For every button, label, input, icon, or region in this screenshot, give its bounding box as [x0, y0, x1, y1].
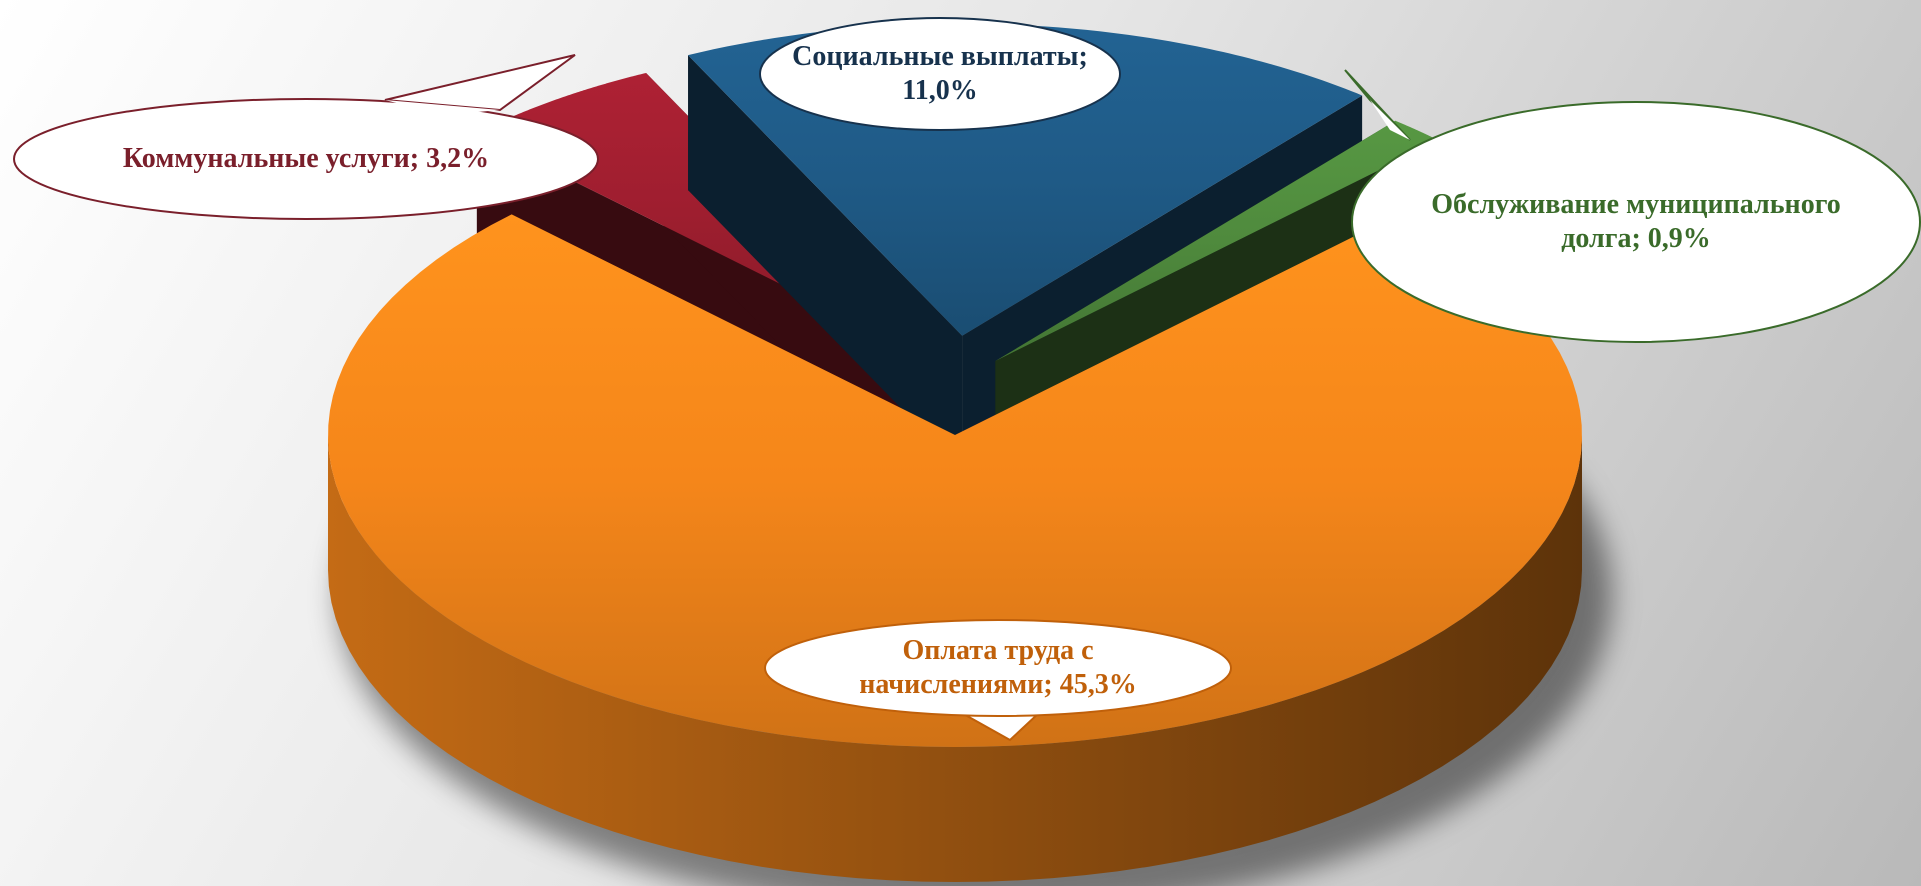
value-label: 11,0% — [902, 75, 978, 106]
slice-top — [328, 214, 1582, 747]
callout-bubble — [13, 98, 599, 220]
callout-tail-cover — [960, 702, 1040, 712]
callout-tail-cover — [1370, 100, 1410, 140]
callout-bubble — [1351, 101, 1921, 343]
data-label: Социальные выплаты; 11,0% — [790, 40, 1090, 108]
value-label: 45,3% — [1059, 669, 1137, 700]
callout-bubble — [759, 17, 1121, 131]
value-label: 3,2% — [426, 143, 490, 174]
category-label: Коммунальные услуги; — [122, 143, 420, 174]
data-label: Оплата труда с начислениями; 45,3% — [818, 634, 1178, 702]
data-label: Коммунальные услуги; 3,2% — [106, 142, 506, 176]
data-label: Обслуживание муниципального долга; 0,9% — [1426, 188, 1846, 256]
slice-wall — [688, 55, 963, 471]
callout-bubble — [764, 619, 1232, 717]
value-label: 0,9% — [1647, 223, 1711, 254]
callout-tail — [384, 54, 576, 112]
slice-top — [995, 120, 1439, 362]
callout-tail-cover — [385, 100, 500, 115]
slice-side — [328, 435, 1582, 882]
category-label: Оплата труда с начислениями; — [859, 635, 1094, 700]
category-label: Социальные выплаты; — [792, 41, 1088, 72]
slice — [328, 214, 1582, 882]
category-label: Обслуживание муниципального долга; — [1431, 189, 1841, 254]
